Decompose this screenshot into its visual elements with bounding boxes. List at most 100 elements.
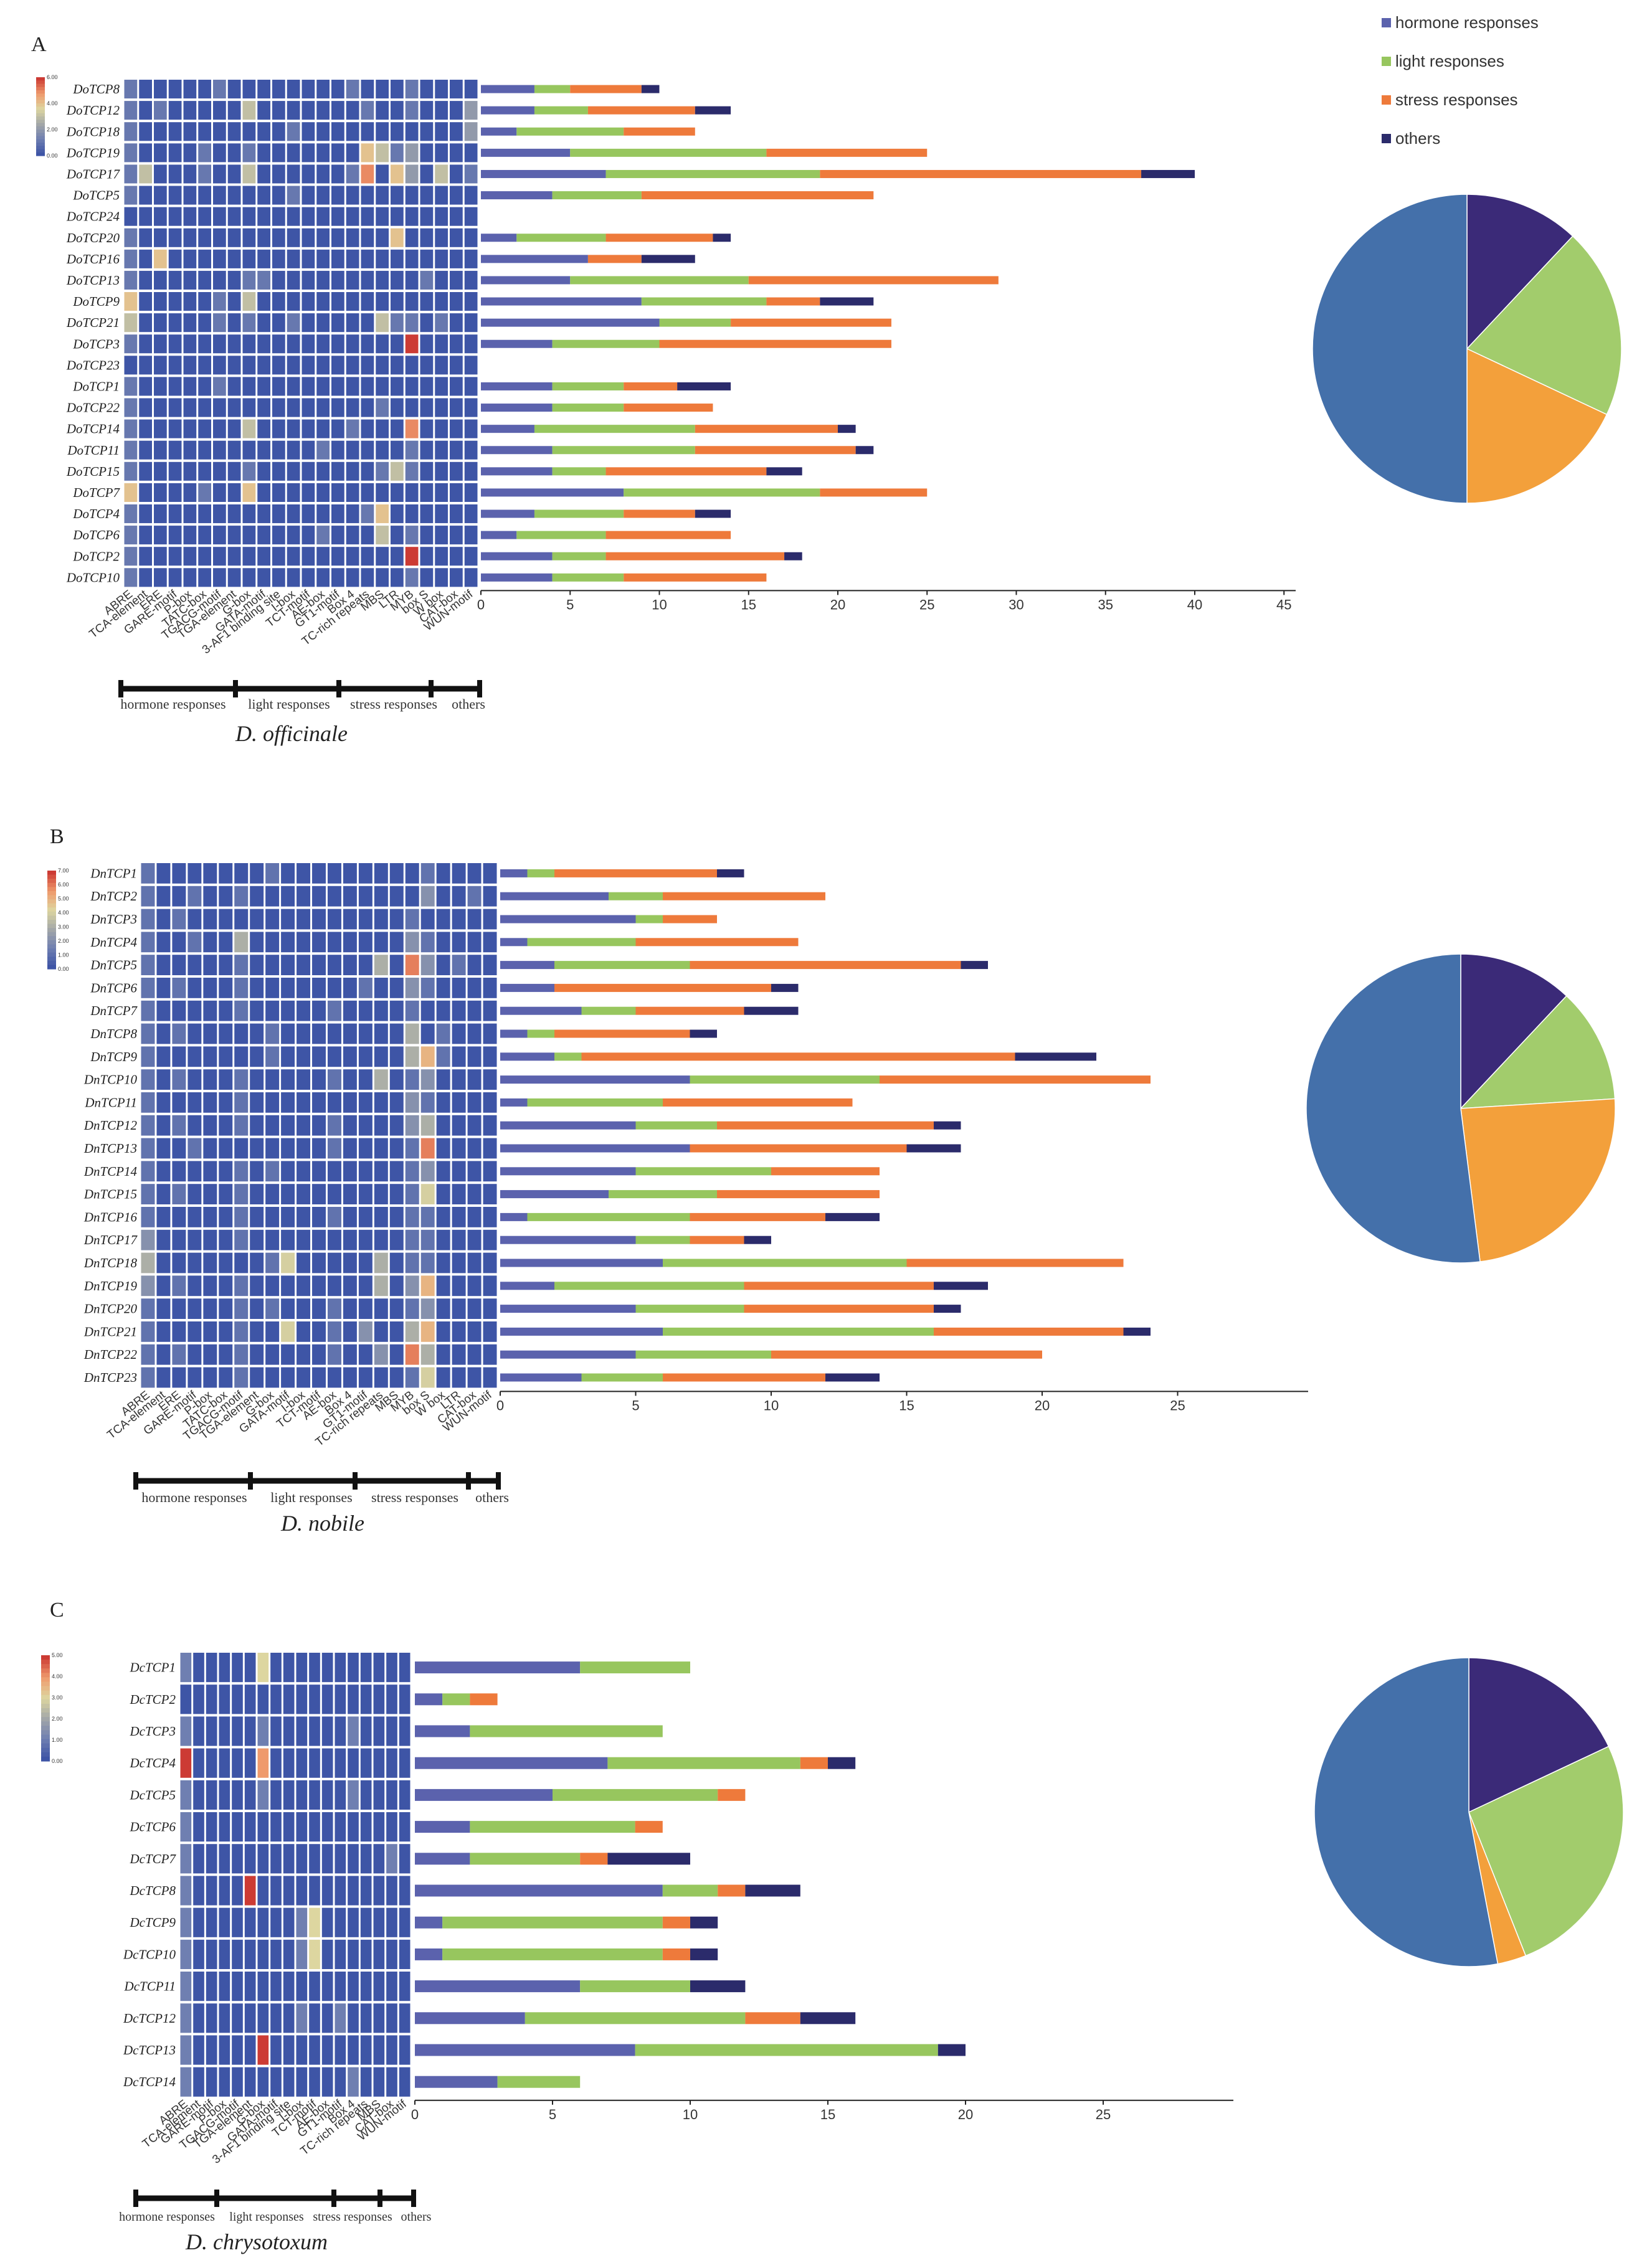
heatmap-cell: [436, 1252, 450, 1273]
heatmap-cell: [405, 1229, 419, 1250]
heatmap-cell: [219, 886, 233, 907]
heatmap-cell: [436, 1069, 450, 1090]
x-tick-label: 20: [958, 2107, 973, 2122]
heatmap-cell: [257, 2035, 269, 2065]
heatmap-cell: [198, 292, 211, 311]
heatmap-cell: [386, 2067, 397, 2097]
heatmap-cell: [420, 334, 434, 354]
heatmap-cell: [358, 978, 373, 998]
heatmap-cell: [183, 568, 197, 587]
heatmap-cell: [141, 1275, 155, 1297]
heatmap-cell: [265, 1023, 280, 1044]
heatmap-cell: [327, 1023, 341, 1044]
heatmap-cell: [358, 1115, 373, 1136]
heatmap-cell: [183, 398, 197, 417]
heatmap-cell: [219, 955, 233, 975]
heatmap-cell: [198, 186, 211, 205]
heatmap-cell: [348, 1653, 359, 1683]
heatmap-cell: [296, 1876, 308, 1906]
heatmap-cell: [348, 1844, 359, 1874]
heatmap-cell: [198, 334, 211, 354]
bar-segment: [481, 318, 660, 327]
heatmap-cell: [156, 932, 171, 953]
heatmap-cell: [360, 1972, 372, 2001]
heatmap-cell: [420, 356, 434, 375]
bar-segment: [1123, 1327, 1151, 1336]
heatmap-cell: [312, 1115, 326, 1136]
color-scale-step: [41, 1677, 50, 1683]
heatmap-cell: [141, 1000, 155, 1021]
heatmap-cell: [316, 377, 330, 396]
bar-segment: [570, 148, 767, 157]
heatmap-cell: [361, 419, 374, 438]
heatmap-cell: [203, 1207, 217, 1227]
heatmap-cell: [312, 1138, 326, 1159]
heatmap-cell: [124, 568, 138, 587]
heatmap-cell: [250, 1138, 264, 1159]
heatmap-cell: [139, 164, 152, 184]
heatmap-cell: [450, 80, 463, 99]
heatmap-cell: [244, 1812, 256, 1842]
heatmap-cell: [257, 461, 270, 481]
color-scale-step: [47, 887, 56, 892]
heatmap-cell: [436, 1184, 450, 1204]
heatmap-cell: [376, 101, 389, 120]
heatmap-cell: [399, 1939, 411, 1969]
heatmap-cell: [312, 1275, 326, 1297]
heatmap-cell: [405, 1000, 419, 1021]
heatmap-cell: [452, 1298, 466, 1319]
heatmap-cell: [361, 461, 374, 481]
heatmap-cell: [327, 978, 341, 998]
bar-segment: [677, 382, 731, 390]
heatmap-cell: [331, 249, 344, 268]
heatmap-cell: [405, 313, 419, 333]
heatmap-cell: [139, 228, 152, 247]
heatmap-cell: [187, 932, 202, 953]
heatmap-cell: [242, 334, 256, 354]
heatmap-cell: [213, 207, 226, 226]
color-scale-label: 0.00: [52, 1758, 63, 1764]
heatmap-cell: [436, 932, 450, 953]
heatmap-cell: [420, 1161, 435, 1182]
bar-segment: [500, 1373, 582, 1382]
color-scale-step: [36, 139, 45, 143]
heatmap-cell: [139, 270, 152, 290]
heatmap-cell: [358, 1161, 373, 1182]
heatmap-cell: [281, 1252, 295, 1273]
bar-segment: [554, 961, 690, 970]
heatmap-cell: [234, 955, 249, 975]
heatmap-cell: [156, 1344, 171, 1365]
heatmap-cell: [154, 398, 167, 417]
heatmap-cell: [296, 1716, 308, 1746]
heatmap-cell: [436, 1046, 450, 1067]
heatmap-cell: [154, 80, 167, 99]
heatmap-cell: [420, 419, 434, 438]
color-scale-step: [36, 83, 45, 88]
bar-segment: [906, 1259, 1124, 1267]
heatmap-cell: [242, 419, 256, 438]
heatmap-cell: [335, 1780, 346, 1810]
heatmap-cell: [361, 483, 374, 502]
bar-segment: [500, 1259, 663, 1267]
color-scale-step: [41, 1660, 50, 1665]
bar-segment: [744, 1305, 934, 1313]
color-scale-step: [41, 1756, 50, 1762]
bar-segment: [527, 1029, 554, 1038]
heatmap-cell: [287, 122, 300, 141]
heatmap-cell: [187, 1069, 202, 1090]
heatmap-cell: [389, 1092, 404, 1113]
heatmap-cell: [327, 1092, 341, 1113]
heatmap-cell: [232, 2003, 243, 2033]
heatmap-cell: [296, 2035, 308, 2065]
color-scale-step: [47, 903, 56, 908]
heatmap-cell: [172, 955, 186, 975]
heatmap-cell: [156, 1092, 171, 1113]
x-tick-label: 20: [1035, 1397, 1050, 1413]
heatmap-cell: [464, 270, 478, 290]
heatmap-cell: [374, 1046, 388, 1067]
bar-segment: [415, 1693, 443, 1706]
heatmap-cell: [156, 863, 171, 884]
heatmap-cell: [374, 1115, 388, 1136]
heatmap-cell: [405, 186, 419, 205]
bar-segment: [481, 127, 517, 136]
